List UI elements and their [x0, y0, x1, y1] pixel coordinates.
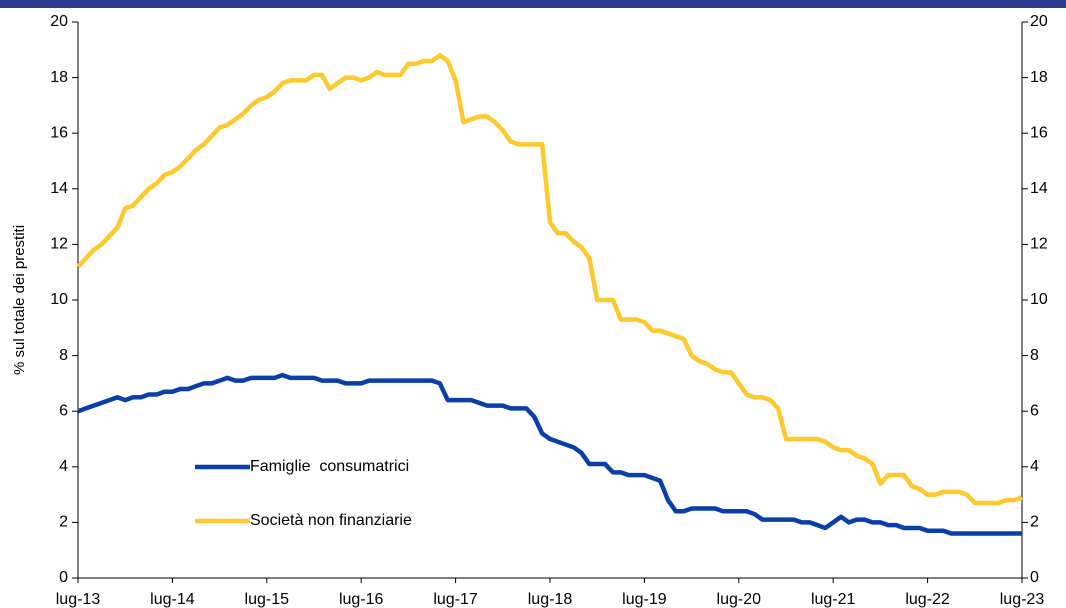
x-tick-label: lug-23 [1000, 591, 1045, 608]
x-tick-label: lug-20 [717, 591, 762, 608]
y-tick-label: 10 [50, 291, 68, 308]
x-tick-label: lug-13 [56, 591, 101, 608]
x-tick-label: lug-22 [905, 591, 950, 608]
y-tick-label: 8 [59, 347, 68, 364]
y-tick-label: 0 [59, 569, 68, 586]
y2-tick-label: 8 [1030, 347, 1039, 364]
y2-tick-label: 4 [1030, 458, 1039, 475]
y-tick-label: 14 [50, 180, 68, 197]
legend-label: Società non finanziarie [250, 512, 412, 529]
y-tick-label: 4 [59, 458, 68, 475]
x-tick-label: lug-18 [528, 591, 573, 608]
y2-tick-label: 14 [1030, 180, 1048, 197]
y-tick-label: 20 [50, 13, 68, 30]
y2-tick-label: 16 [1030, 124, 1048, 141]
y-tick-label: 12 [50, 236, 68, 253]
x-tick-label: lug-21 [811, 591, 856, 608]
series-line [76, 53, 1023, 506]
y2-tick-label: 12 [1030, 236, 1048, 253]
banner [0, 0, 1066, 8]
x-tick-label: lug-14 [150, 591, 195, 608]
x-tick-label: lug-17 [433, 591, 478, 608]
series-line [77, 372, 1022, 536]
y2-tick-label: 20 [1030, 13, 1048, 30]
y2-tick-label: 18 [1030, 69, 1048, 86]
x-tick-label: lug-16 [339, 591, 384, 608]
y-axis-label: % sul totale dei prestiti [11, 225, 28, 375]
y-tick-label: 2 [59, 514, 68, 531]
y2-tick-label: 10 [1030, 291, 1048, 308]
y-tick-label: 18 [50, 69, 68, 86]
y-tick-label: 6 [59, 402, 68, 419]
y2-tick-label: 2 [1030, 514, 1039, 531]
y2-tick-label: 0 [1030, 569, 1039, 586]
x-tick-label: lug-15 [245, 591, 290, 608]
legend-label: Famiglie consumatrici [250, 458, 409, 475]
x-tick-label: lug-19 [622, 591, 667, 608]
y2-tick-label: 6 [1030, 402, 1039, 419]
y-tick-label: 16 [50, 124, 68, 141]
